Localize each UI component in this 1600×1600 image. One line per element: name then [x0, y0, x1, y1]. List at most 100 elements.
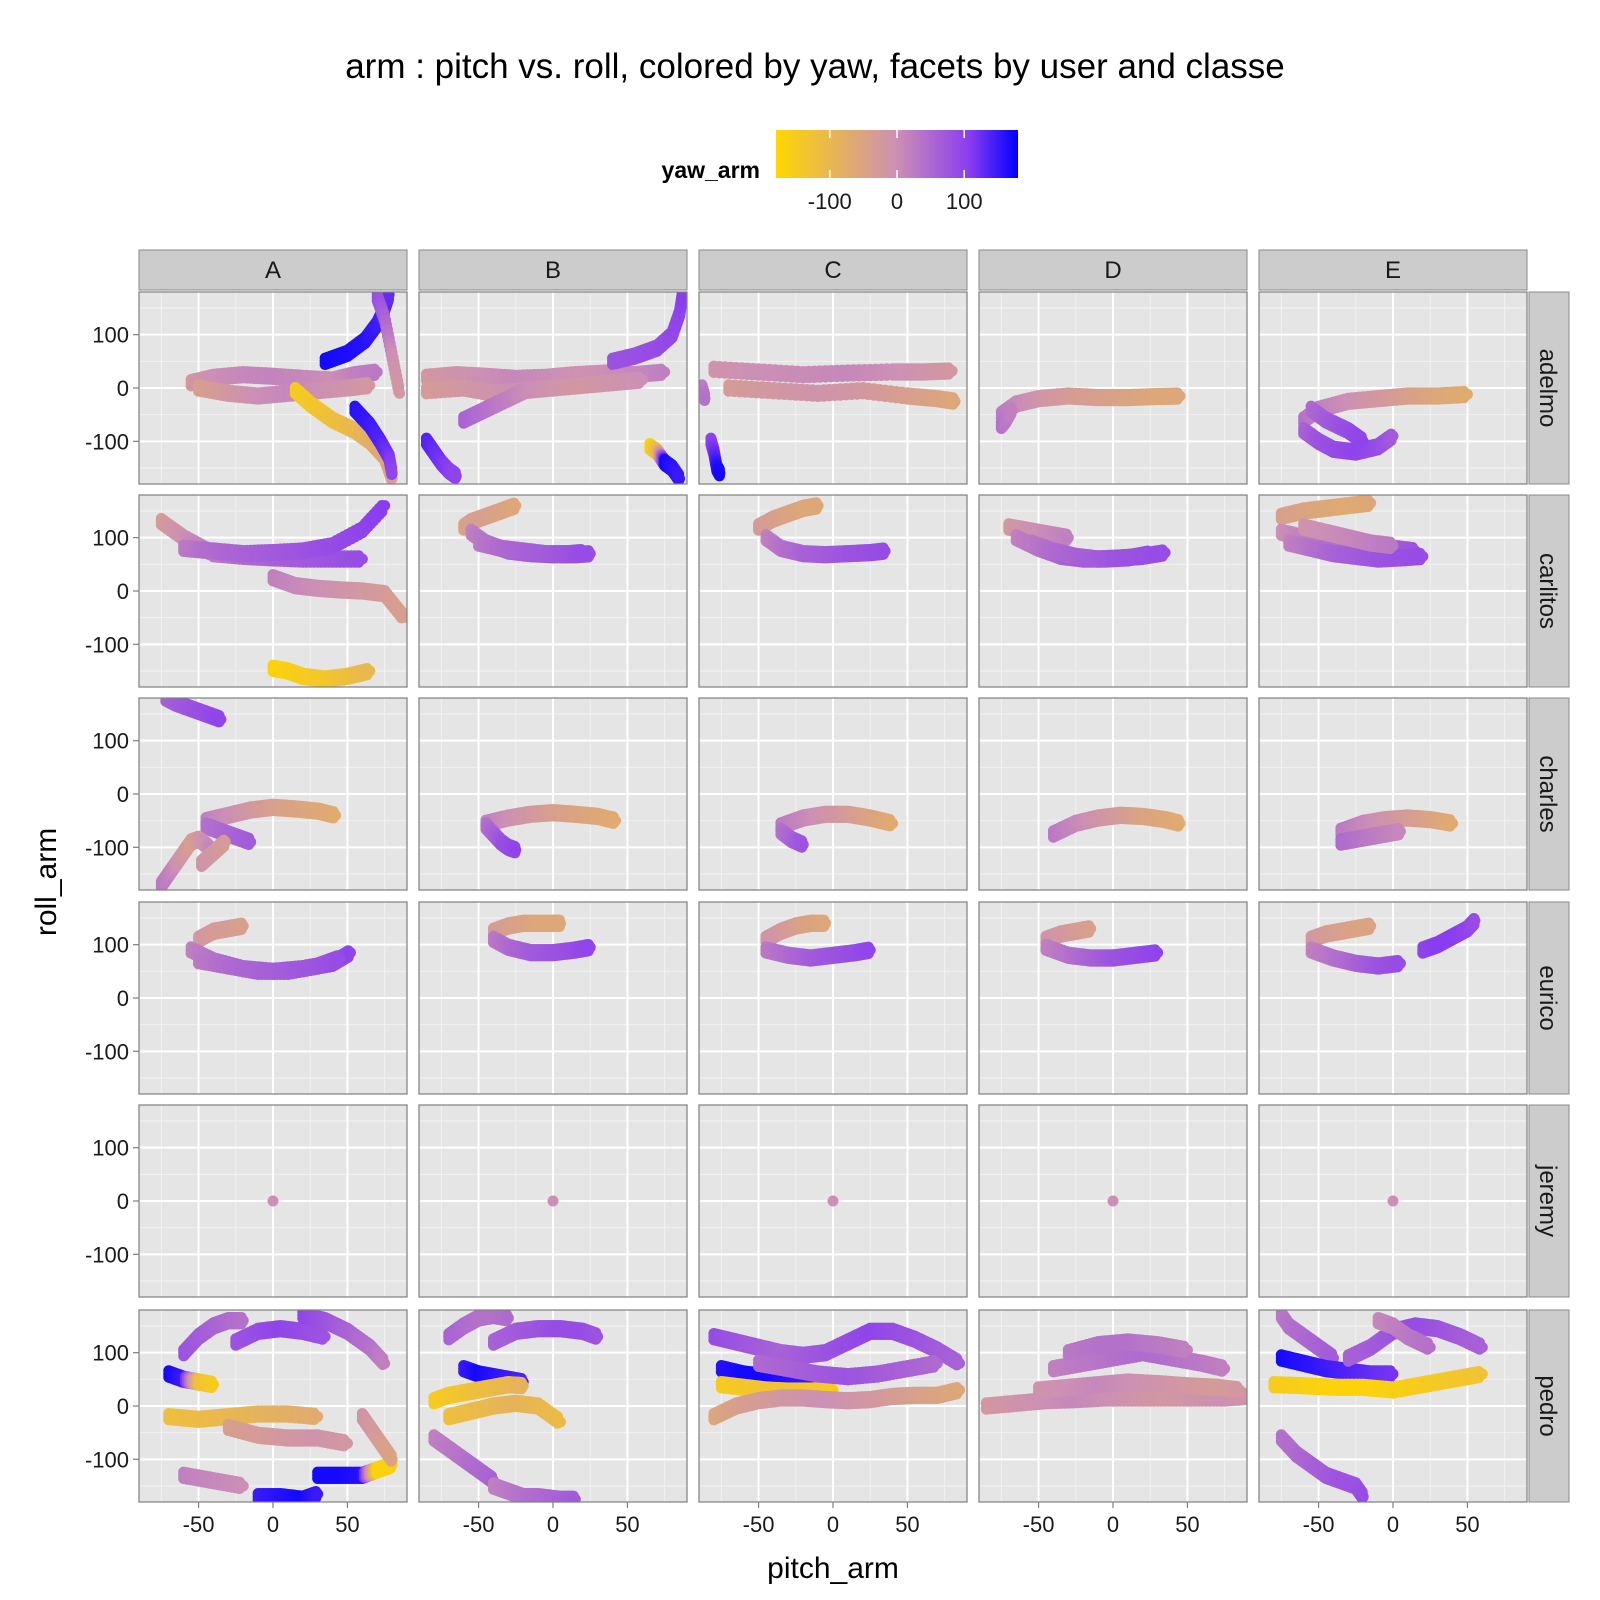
data-point	[659, 366, 671, 378]
facet-strip-col-B: B	[418, 249, 688, 291]
facet-col-label: A	[265, 257, 281, 284]
facet-row-label: charles	[1534, 755, 1561, 832]
facet-strip-row-charles: charles	[1528, 697, 1570, 891]
facet-strip-row-adelmo: adelmo	[1528, 291, 1570, 485]
panel-border	[698, 494, 968, 688]
panel-carlitos-D	[978, 494, 1248, 688]
data-point	[379, 500, 391, 512]
data-point	[364, 379, 376, 391]
panel-border	[978, 291, 1248, 485]
facet-col-label: D	[1104, 257, 1121, 284]
facet-strip-col-D: D	[978, 249, 1248, 291]
data-point	[525, 382, 537, 394]
facet-col-label: E	[1385, 257, 1401, 284]
facet-row-label: adelmo	[1534, 349, 1561, 428]
panel-adelmo-A: -100 0 100	[85, 291, 408, 485]
panel-border	[698, 291, 968, 485]
legend-tick-label: 100	[946, 189, 983, 214]
y-tick-label: -100	[85, 632, 129, 657]
panel-border	[1258, 291, 1528, 485]
panel-adelmo-E	[1258, 291, 1528, 485]
panel-border	[418, 494, 688, 688]
y-tick-label: 100	[92, 323, 129, 348]
legend: yaw_arm -100 0 100	[662, 130, 1018, 214]
y-tick-label: -100	[85, 429, 129, 454]
panel-carlitos-B	[418, 494, 688, 688]
y-tick-label: 0	[117, 579, 129, 604]
facet-strip-row-jeremy: jeremy	[1528, 1104, 1570, 1298]
data-point	[1357, 435, 1369, 447]
data-point	[1387, 540, 1399, 552]
data-point	[879, 545, 891, 557]
y-tick-label: 100	[92, 526, 129, 551]
data-points	[1275, 495, 1429, 568]
facet-col-label: B	[545, 257, 561, 284]
data-point	[450, 470, 462, 482]
data-points	[458, 497, 596, 564]
data-point	[364, 665, 376, 677]
data-point	[946, 365, 958, 377]
panel-carlitos-A: -100 0 100	[85, 494, 408, 688]
data-point	[636, 374, 648, 386]
data-point	[1174, 390, 1186, 402]
legend-title: yaw_arm	[662, 157, 760, 183]
panel-adelmo-D	[978, 291, 1248, 485]
data-point	[1062, 532, 1074, 544]
facet-strip-col-A: A	[138, 249, 408, 291]
data-point	[394, 387, 406, 399]
data-points	[420, 292, 687, 484]
data-point	[699, 393, 711, 405]
data-point	[1006, 403, 1018, 415]
data-point	[383, 292, 395, 301]
data-point	[674, 473, 686, 484]
data-point	[577, 547, 589, 559]
data-point	[1387, 430, 1399, 442]
legend-tick-label: -100	[808, 189, 852, 214]
data-points	[1003, 518, 1171, 568]
data-point	[949, 395, 961, 407]
data-point	[1417, 550, 1429, 562]
facet-row-label: jeremy	[1534, 1164, 1561, 1237]
data-points	[1298, 385, 1473, 461]
facet-strip-row-carlitos: carlitos	[1528, 494, 1570, 688]
data-points	[185, 292, 406, 484]
data-point	[215, 713, 227, 725]
data-point	[1461, 388, 1473, 400]
data-point	[812, 500, 824, 512]
data-point	[356, 553, 368, 565]
data-point	[1365, 497, 1377, 509]
panel-carlitos-C	[698, 494, 968, 688]
facet-col-label: C	[824, 257, 841, 284]
data-points	[753, 497, 891, 564]
facet-row-label: eurico	[1534, 965, 1561, 1030]
facet-strip-row-pedro: pedro	[1528, 1309, 1570, 1503]
data-point	[1159, 547, 1171, 559]
data-points	[155, 698, 342, 890]
panel-adelmo-B	[418, 291, 688, 485]
y-tick-label: 0	[117, 376, 129, 401]
data-point	[677, 292, 687, 301]
data-point	[398, 612, 407, 624]
data-points	[995, 387, 1186, 435]
facet-row-label: carlitos	[1534, 553, 1561, 629]
panel-adelmo-C	[698, 291, 968, 485]
panel-border	[978, 494, 1248, 688]
data-point	[714, 467, 726, 479]
facet-strip-col-C: C	[698, 249, 968, 291]
legend-tick-label: 0	[891, 189, 903, 214]
facet-row-label: pedro	[1534, 1375, 1561, 1436]
panel-border	[1258, 494, 1528, 688]
facet-strip-row-eurico: eurico	[1528, 901, 1570, 1095]
panel-border	[418, 291, 688, 485]
panel-carlitos-E	[1258, 494, 1528, 688]
data-point	[386, 467, 398, 479]
data-point	[371, 366, 383, 378]
data-points	[155, 499, 407, 687]
facet-strip-col-E: E	[1258, 249, 1528, 291]
data-point	[510, 500, 522, 512]
chart-title: arm : pitch vs. roll, colored by yaw, fa…	[345, 47, 1285, 86]
data-points	[699, 360, 961, 482]
